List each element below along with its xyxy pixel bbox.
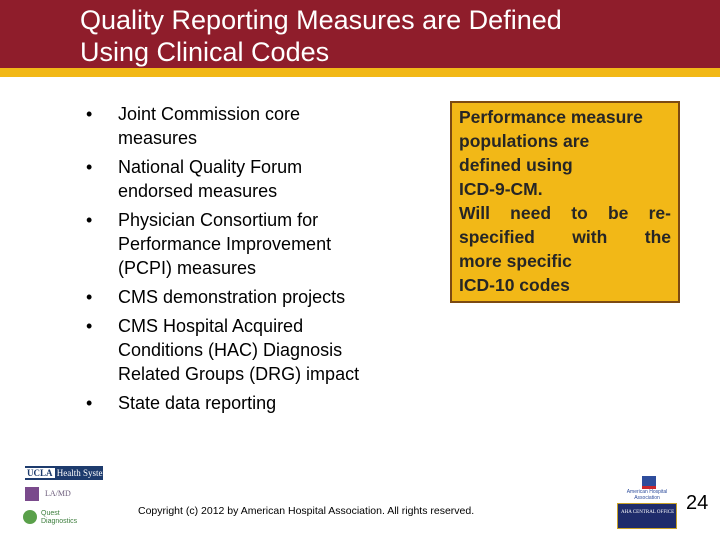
callout-line: specified with the [459,227,671,247]
slide-title: Quality Reporting Measures are Defined U… [80,4,700,68]
bullet-text-line: State data reporting [118,393,277,413]
bullet-text-line: endorsed measures [118,181,278,201]
bullet-marker: • [86,393,93,413]
callout-line: ICD-10 codes [459,275,570,295]
aha-flag-stripe [642,486,656,489]
ucla-logo-mark: UCLA [25,468,55,478]
quest-logo-line-2: Diagnostics [41,518,78,525]
bullet-marker: • [86,316,93,336]
quest-diagnostics-logo: Quest Diagnostics [23,510,93,526]
bullet-text-line: Joint Commission core [118,104,301,124]
lamd-logo: LA/MD [25,486,95,502]
lamd-logo-text: LA/MD [45,489,71,498]
aha-flag-icon [642,476,656,486]
bullet-marker: • [86,210,93,230]
callout-line: ICD-9-CM. [459,179,543,199]
bullet-text-line: Performance Improvement [118,234,332,254]
aha-central-office-text: AHA CENTRAL OFFICE [621,510,675,515]
quest-logo-line-1: Quest [41,510,60,517]
bullet-text-line: National Quality Forum [118,157,303,177]
quest-logo-icon [23,510,37,524]
callout-line: Will need to be re- [459,203,671,223]
bullet-text-line: CMS Hospital Acquired [118,316,304,336]
title-band [0,0,720,68]
slide-number: 24 [686,492,709,514]
aha-logo: American Hospital Association [620,476,674,501]
bullet-item: • Joint Commission core measures [86,102,436,150]
bullet-list: • Joint Commission core measures • Natio… [86,102,436,420]
quest-logo-text: Quest Diagnostics [41,510,77,526]
copyright-notice: Copyright (c) 2012 by American Hospital … [138,505,475,517]
bullet-item: • National Quality Forum endorsed measur… [86,155,436,203]
callout-line: populations are [459,131,590,151]
slide-title-line-2: Using Clinical Codes [80,37,330,67]
bullet-text-line: Physician Consortium for [118,210,319,230]
ucla-logo-text: Health System [56,468,103,478]
callout-line: Performance measure [459,107,643,127]
slide-title-line-1: Quality Reporting Measures are Defined [80,5,562,35]
aha-logo-text: American Hospital Association [626,489,668,501]
callout-line: more specific [459,251,572,271]
title-accent-stripe [0,68,720,77]
bullet-text-line: Related Groups (DRG) impact [118,364,360,384]
bullet-text-line: CMS demonstration projects [118,287,346,307]
bullet-text-line: measures [118,128,198,148]
callout-line: defined using [459,155,573,175]
bullet-marker: • [86,287,93,307]
bullet-item: • State data reporting [86,391,436,415]
bullet-text-line: Conditions (HAC) Diagnosis [118,340,343,360]
bullet-marker: • [86,104,93,124]
bullet-text-line: (PCPI) measures [118,258,257,278]
bullet-item: • Physician Consortium for Performance I… [86,208,436,280]
lamd-logo-icon [25,487,39,502]
ucla-health-logo: UCLA Health System [25,466,103,480]
sponsor-logos: UCLA Health System LA/MD Quest Diagnosti… [20,462,130,532]
bullet-marker: • [86,157,93,177]
bullet-item: • CMS Hospital Acquired Conditions (HAC)… [86,314,436,386]
callout-box: Performance measure populations are defi… [450,101,680,303]
bullet-item: • CMS demonstration projects [86,285,436,309]
aha-central-office-logo: AHA CENTRAL OFFICE [617,503,677,529]
